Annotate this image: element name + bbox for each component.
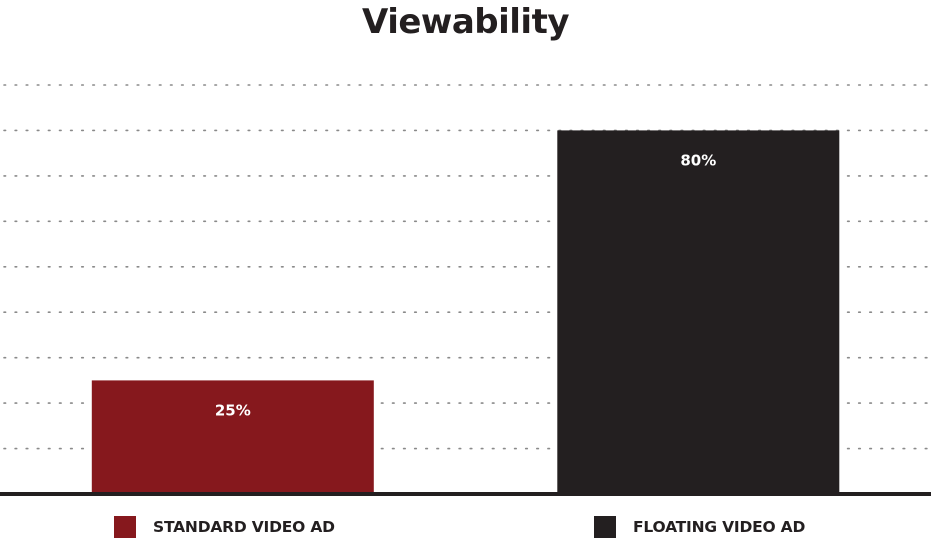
bar-floating bbox=[557, 130, 840, 494]
data-label-floating: 80% bbox=[680, 151, 716, 169]
bar-standard bbox=[91, 380, 374, 494]
chart-title: Viewability bbox=[362, 2, 570, 42]
legend-item-floating: FLOATING VIDEO AD bbox=[594, 515, 805, 539]
legend-swatch-floating bbox=[594, 516, 616, 538]
data-label-standard: 25% bbox=[215, 401, 251, 419]
legend-item-standard: STANDARD VIDEO AD bbox=[114, 515, 335, 539]
legend-label-standard: STANDARD VIDEO AD bbox=[153, 518, 335, 536]
data-labels: 25% 80% bbox=[215, 151, 716, 419]
legend-swatch-standard bbox=[114, 516, 136, 538]
legend-label-floating: FLOATING VIDEO AD bbox=[633, 518, 806, 536]
bars bbox=[91, 130, 840, 494]
